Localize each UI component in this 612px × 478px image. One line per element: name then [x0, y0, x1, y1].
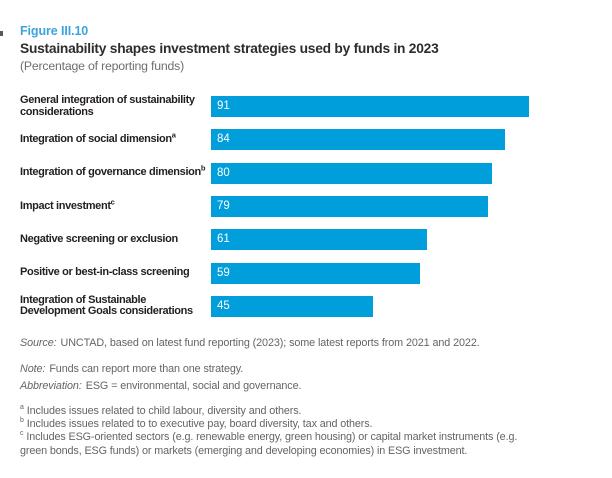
category-label: Integration of social dimensiona — [20, 130, 211, 146]
footnote-marker-sup: b — [200, 163, 206, 173]
source-text: UNCTAD, based on latest fund reporting (… — [60, 337, 480, 349]
category-label: Positive or best-in-class screening — [20, 267, 211, 279]
category-label-line: Integration of Sustainable — [20, 293, 146, 306]
figure-subtitle: (Percentage of reporting funds) — [20, 59, 185, 73]
note-text: Funds can report more than one strategy. — [49, 363, 244, 375]
value-label: 45 — [217, 299, 230, 312]
source-note: Source: UNCTAD, based on latest fund repo… — [20, 337, 480, 349]
note-label: Note: — [20, 363, 46, 375]
bar: 84 — [211, 129, 506, 151]
value-label: 91 — [217, 100, 230, 113]
footnote-b-marker: b — [20, 417, 24, 425]
category-label-line: Impact investmentc — [20, 197, 115, 212]
abbreviation-note: Abbreviation: ESG = environmental, social… — [20, 380, 302, 392]
footnote-b-text: Includes issues related to to executive … — [26, 418, 373, 430]
abbreviation-label: Abbreviation: — [20, 380, 82, 392]
figure-number: Figure III.10 — [20, 24, 89, 38]
bar: 45 — [211, 295, 373, 317]
value-label: 59 — [217, 266, 230, 279]
bar: 91 — [211, 96, 529, 118]
category-label: Integration of governance dimensionb — [20, 163, 211, 179]
category-label-line: Integration of governance dimensionb — [20, 163, 206, 179]
category-label-line: General integration of sustainability — [20, 94, 195, 107]
category-label: Integration of Sustainable Development Go… — [20, 293, 211, 318]
footnote-c-marker: c — [20, 430, 24, 438]
footnote-a-marker: a — [20, 404, 24, 412]
category-label: General integration of sustainability con… — [20, 94, 211, 118]
footnote-c-text: Includes ESG-oriented sectors (e.g. rene… — [20, 431, 518, 457]
chart-row: Integration of Sustainable Development Go… — [20, 290, 592, 323]
footnote-a-text: Includes issues related to child labour,… — [26, 405, 302, 417]
figure-title: Sustainability shapes investment strateg… — [20, 41, 439, 56]
bar-chart: General integration of sustainability con… — [20, 90, 592, 323]
footnote-marker-sup: a — [171, 130, 176, 140]
chart-row: Positive or best-in-class screening 59 — [20, 256, 592, 289]
category-label: Negative screening or exclusion — [20, 233, 211, 246]
category-label-line: Integration of social dimensiona — [20, 130, 176, 146]
value-label: 80 — [217, 166, 230, 179]
bar: 79 — [211, 196, 489, 218]
bar: 80 — [211, 162, 492, 184]
category-label-line: considerations — [20, 105, 94, 118]
bar: 61 — [211, 229, 427, 251]
value-label: 79 — [217, 200, 230, 213]
footnote-c: c Includes ESG-oriented sectors (e.g. ren… — [20, 430, 532, 459]
category-label-line: Development Goals considerations — [20, 305, 193, 318]
category-label-line: Positive or best-in-class screening — [20, 266, 190, 279]
category-label: Impact investmentc — [20, 197, 211, 213]
value-label: 84 — [217, 133, 230, 146]
chart-row: Integration of social dimensiona 84 — [20, 123, 592, 156]
category-label-line: Negative screening or exclusion — [20, 233, 178, 246]
bar: 59 — [211, 262, 421, 284]
chart-row: Impact investmentc 79 — [20, 190, 592, 223]
footnote-b: b Includes issues related to to executive… — [20, 417, 373, 430]
footnote-a: a Includes issues related to child labour… — [20, 404, 302, 417]
page-edge-mark — [0, 31, 3, 36]
source-label: Source: — [20, 337, 57, 349]
chart-row: Integration of governance dimensionb 80 — [20, 157, 592, 190]
value-label: 61 — [217, 233, 230, 246]
footnote-marker-sup: c — [110, 197, 115, 207]
chart-row: Negative screening or exclusion 61 — [20, 223, 592, 256]
abbreviation-text: ESG = environmental, social and governan… — [85, 380, 302, 392]
note-line: Note: Funds can report more than one stra… — [20, 363, 243, 375]
chart-row: General integration of sustainability con… — [20, 90, 592, 123]
